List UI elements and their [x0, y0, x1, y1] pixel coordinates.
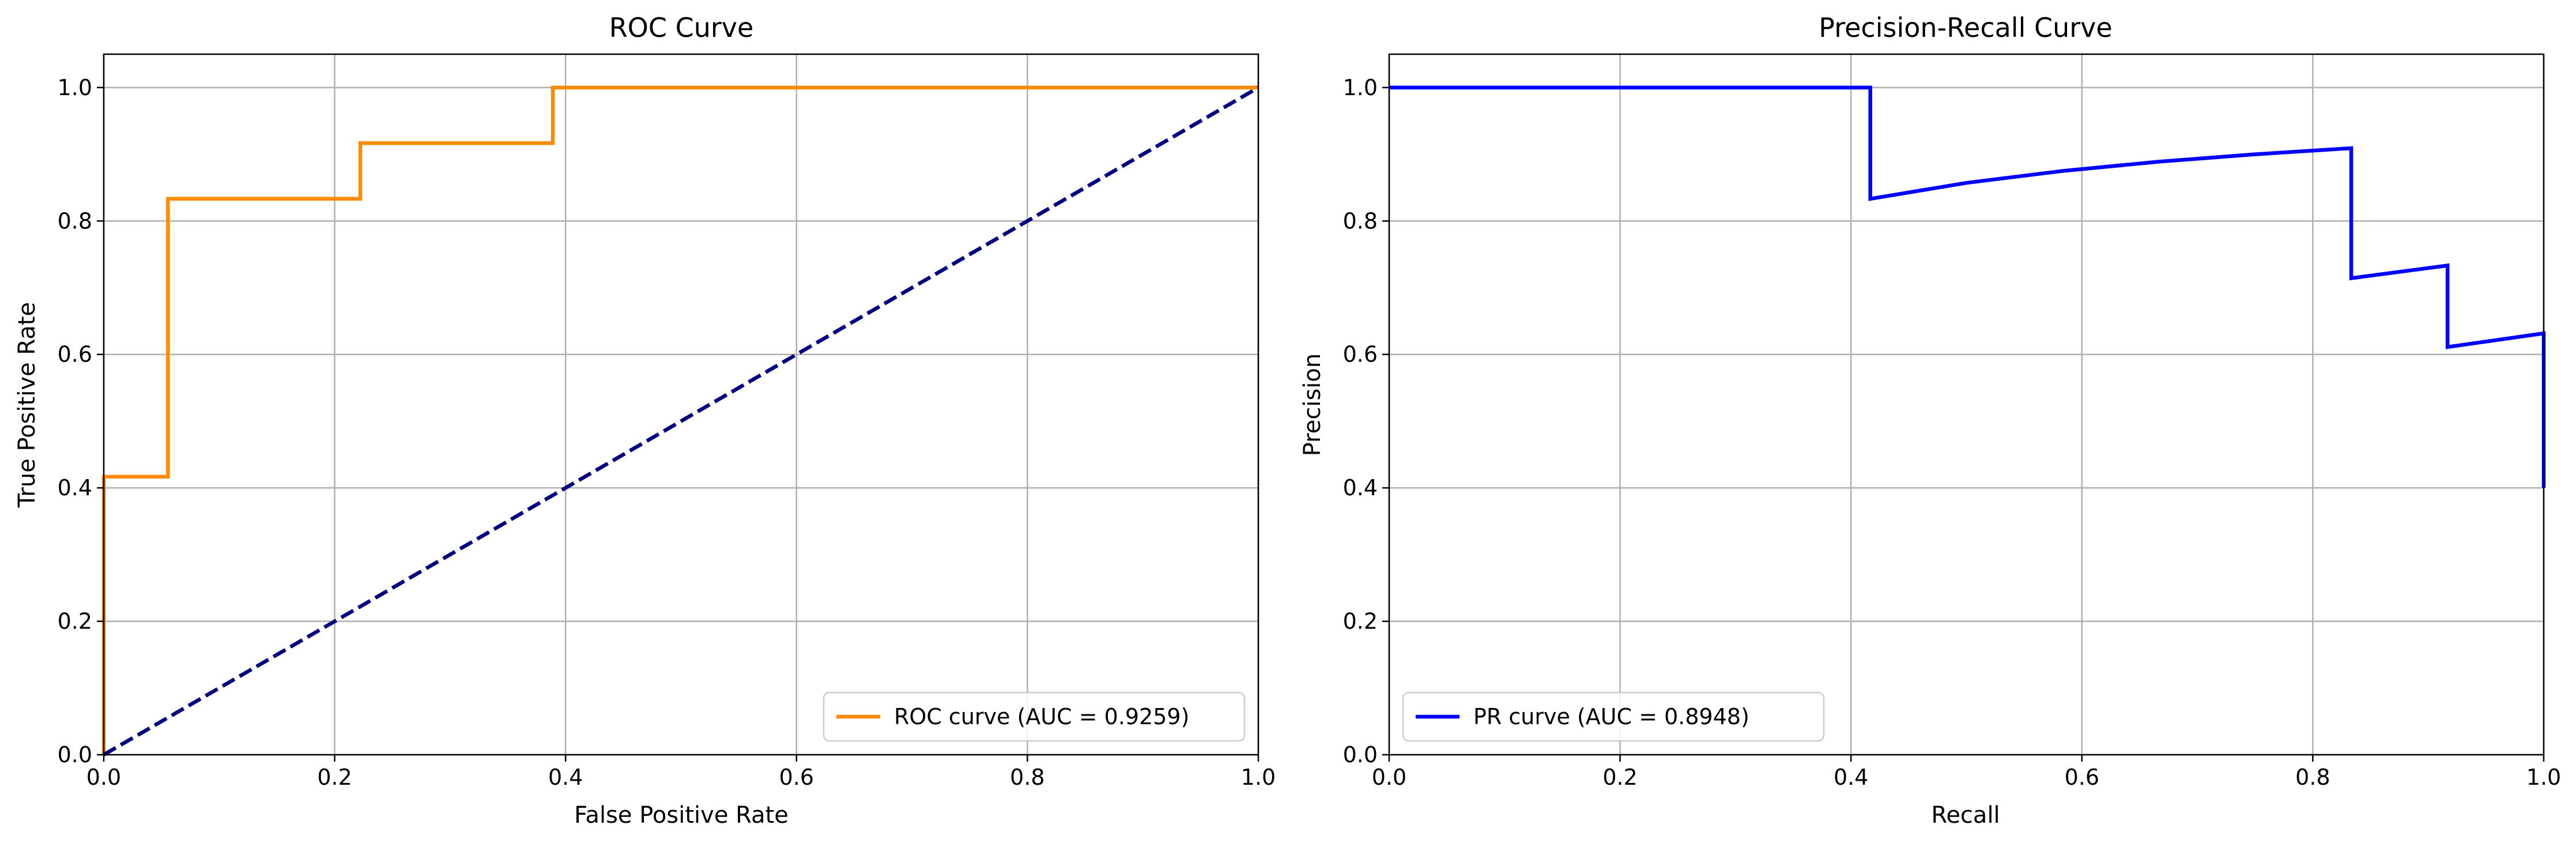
pr-y-tick-label-0: 0.0	[1343, 742, 1378, 767]
roc-legend-label: ROC curve (AUC = 0.9259)	[894, 704, 1189, 729]
roc-y-tick-label-4: 0.8	[58, 208, 92, 234]
roc-series-line-1	[103, 86, 1259, 756]
roc-plot-frame	[103, 53, 1259, 756]
pr-plot-frame	[1388, 53, 2545, 756]
pr-y-tick-label-2: 0.4	[1343, 475, 1378, 500]
roc-y-tick-label-5: 1.0	[58, 75, 92, 100]
pr-y-tick-label-5: 1.0	[1343, 75, 1378, 100]
pr-x-tick-label-2: 0.4	[1834, 765, 1868, 790]
roc-x-tick-label-0: 0.0	[86, 765, 121, 790]
pr-y-tick-label-4: 0.8	[1343, 208, 1378, 234]
roc-grid	[103, 54, 1259, 756]
roc-x-axis-label: False Positive Rate	[574, 802, 789, 829]
roc-x-tick-label-2: 0.4	[548, 765, 583, 790]
roc-y-tick-label-3: 0.6	[58, 342, 92, 367]
pr-legend-label: PR curve (AUC = 0.8948)	[1473, 704, 1749, 729]
pr-legend-box	[1402, 691, 1825, 742]
roc-series-line-0	[101, 85, 1258, 755]
pr-x-tick-label-1: 0.2	[1602, 765, 1637, 790]
pr-y-axis-label: Precision	[1299, 353, 1326, 456]
pr-y-tick-label-1: 0.2	[1343, 609, 1378, 634]
pr-series	[1389, 85, 2546, 488]
roc-y-axis-label: True Positive Rate	[14, 302, 40, 508]
roc-panel: ROC Curve 0.0 0.2 0.4 0.6 0.8 1.0 0.0 0.2 0.4 0.6…	[14, 12, 1276, 829]
pr-x-tick-label-5: 1.0	[2526, 765, 2561, 790]
roc-x-tick-label-3: 0.6	[779, 765, 814, 790]
roc-y-tick-label-2: 0.4	[58, 475, 92, 500]
roc-x-tick-label-5: 1.0	[1241, 765, 1276, 790]
pr-y-tick-label-3: 0.6	[1343, 342, 1378, 367]
roc-y-tick-label-0: 0.0	[58, 742, 92, 767]
pr-grid	[1388, 54, 2545, 756]
pr-x-tick-label-0: 0.0	[1372, 765, 1406, 790]
roc-ticks: 0.0 0.2 0.4 0.6 0.8 1.0 0.0 0.2 0.4 0.6 0.8 1.0	[58, 75, 1276, 790]
roc-legend-box	[823, 691, 1246, 742]
pr-panel: Precision-Recall Curve 0.0 0.2 0.4 0.6 0.8 1.…	[1299, 12, 2561, 829]
roc-x-tick-label-1: 0.2	[317, 765, 352, 790]
roc-series	[101, 85, 1259, 756]
pr-x-axis-label: Recall	[1931, 802, 2000, 829]
pr-ticks: 0.0 0.2 0.4 0.6 0.8 1.0 0.0 0.2 0.4 0.6 0.8 1.0	[1343, 75, 2562, 790]
pr-series-line-0	[1389, 85, 2546, 488]
roc-y-tick-label-1: 0.2	[58, 609, 92, 634]
roc-title: ROC Curve	[609, 12, 754, 43]
roc-x-tick-label-4: 0.8	[1010, 765, 1044, 790]
pr-legend: PR curve (AUC = 0.8948)	[1402, 691, 1825, 742]
pr-title: Precision-Recall Curve	[1819, 12, 2112, 43]
pr-x-tick-label-4: 0.8	[2295, 765, 2330, 790]
roc-legend: ROC curve (AUC = 0.9259)	[823, 691, 1246, 742]
pr-x-tick-label-3: 0.6	[2065, 765, 2099, 790]
